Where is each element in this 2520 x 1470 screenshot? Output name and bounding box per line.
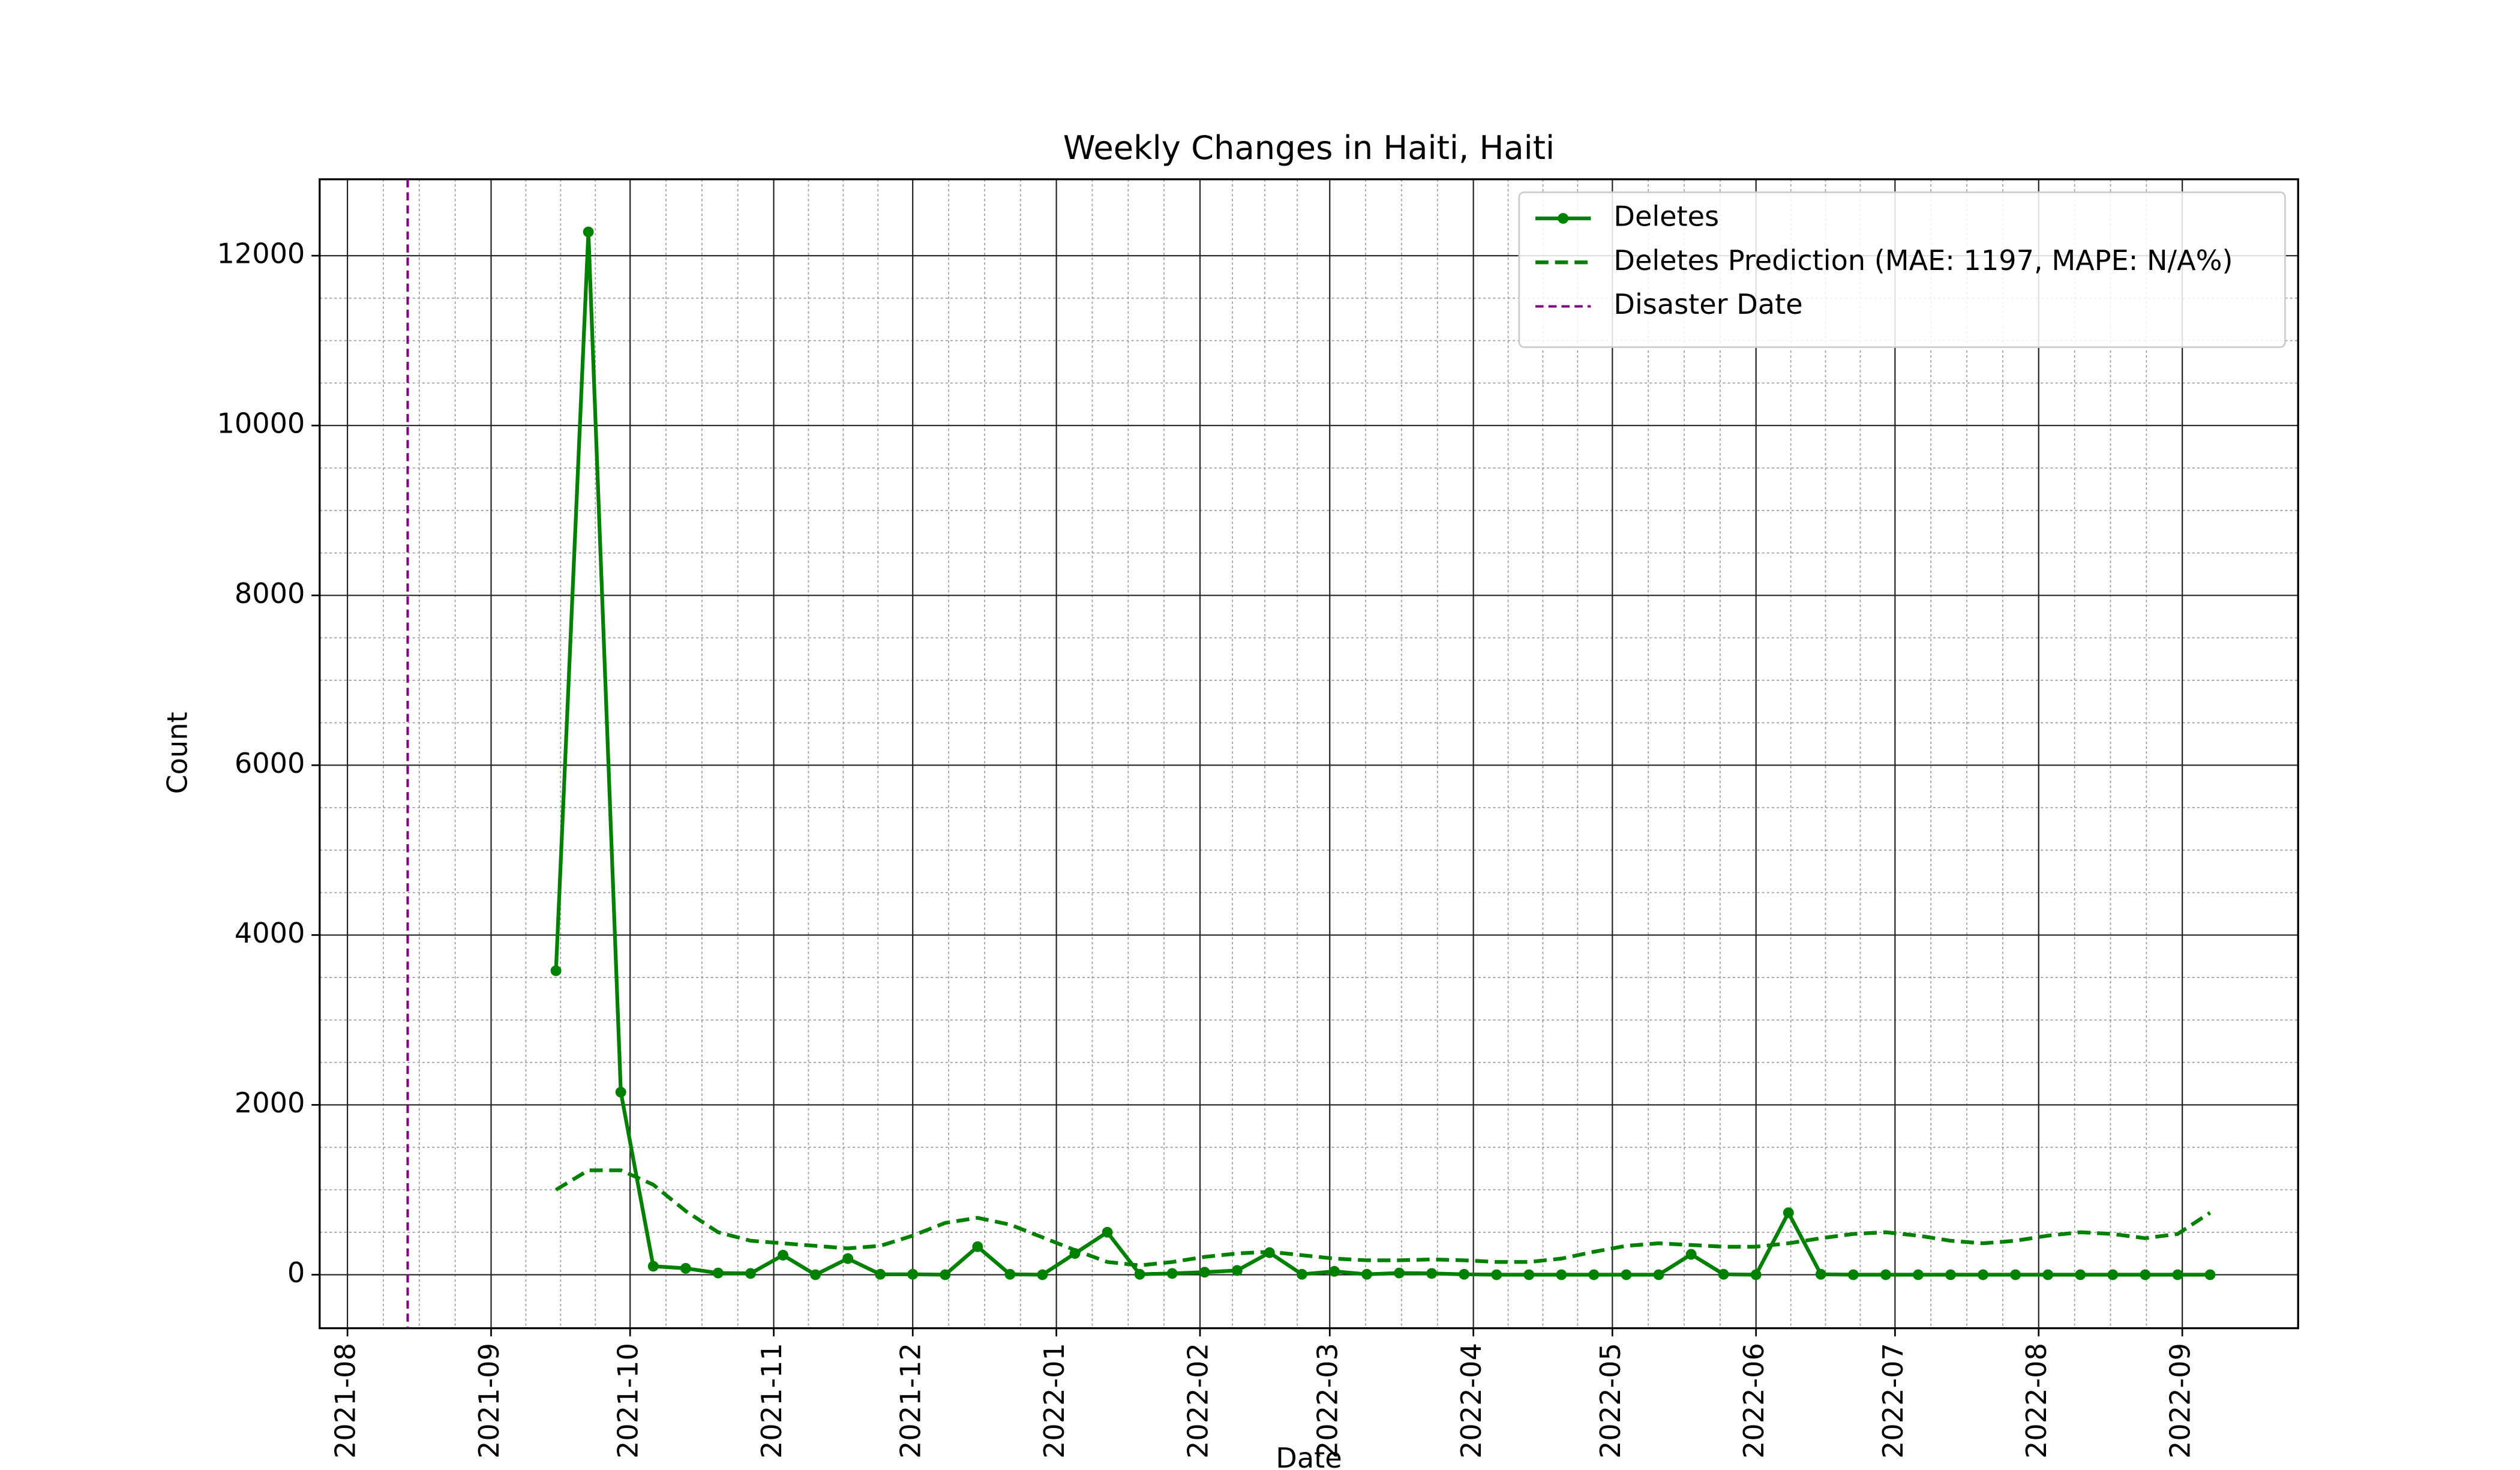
marker (1199, 1267, 1210, 1278)
marker (1491, 1269, 1502, 1280)
marker (1621, 1269, 1632, 1280)
marker (583, 226, 594, 238)
marker (745, 1268, 756, 1279)
marker (1978, 1269, 1989, 1280)
marker (1783, 1207, 1794, 1219)
x-tick-label: 2021-12 (895, 1343, 927, 1459)
marker (1750, 1269, 1762, 1280)
marker (550, 965, 562, 976)
x-tick-label: 2022-03 (1312, 1343, 1344, 1459)
x-tick-label: 2022-07 (1877, 1343, 1909, 1459)
y-tick-label: 12000 (217, 238, 305, 270)
x-tick-label: 2021-11 (755, 1343, 788, 1459)
marker (907, 1268, 919, 1280)
y-axis-label: Count (161, 712, 194, 794)
x-tick-label: 2022-05 (1594, 1343, 1627, 1459)
legend-label: Deletes (1613, 200, 1719, 232)
legend-label: Disaster Date (1613, 288, 1802, 320)
marker (1847, 1269, 1859, 1280)
marker (2204, 1269, 2216, 1280)
marker (1685, 1249, 1697, 1260)
marker (647, 1261, 659, 1272)
y-tick-label: 6000 (235, 747, 305, 779)
marker (2042, 1269, 2054, 1280)
series-line (554, 230, 2210, 1277)
marker (1523, 1269, 1535, 1280)
x-tick-label: 2021-08 (329, 1343, 362, 1459)
x-tick-label: 2022-06 (1738, 1343, 1770, 1459)
marker (1653, 1269, 1664, 1280)
marker (842, 1253, 854, 1264)
marker (2172, 1269, 2183, 1280)
x-axis-label: Date (1276, 1442, 1342, 1470)
marker (1231, 1265, 1243, 1276)
marker (1718, 1268, 1729, 1280)
marker (712, 1267, 724, 1279)
marker (615, 1087, 626, 1098)
y-tick-label: 10000 (217, 407, 305, 440)
marker (1134, 1268, 1145, 1280)
x-tick-label: 2021-10 (612, 1343, 644, 1459)
marker (1945, 1269, 1956, 1280)
marker (1361, 1268, 1372, 1280)
marker (875, 1268, 886, 1280)
marker (1166, 1268, 1178, 1279)
marker (1426, 1268, 1438, 1279)
legend-box (1518, 191, 2286, 348)
marker (1296, 1268, 1307, 1280)
marker (778, 1250, 788, 1261)
marker (2107, 1269, 2119, 1280)
marker (810, 1269, 821, 1280)
marker (2140, 1269, 2151, 1280)
marker (1556, 1269, 1567, 1280)
marker (1880, 1269, 1891, 1280)
x-tick-label: 2022-01 (1038, 1343, 1070, 1459)
chart-title: Weekly Changes in Haiti, Haiti (1063, 129, 1555, 167)
x-tick-label: 2022-08 (2020, 1343, 2053, 1459)
legend: Deletes Deletes Prediction (MAE: 1197, MA… (1518, 191, 2286, 348)
x-tick-label: 2022-04 (1455, 1343, 1487, 1459)
marker (2075, 1269, 2086, 1280)
marker (972, 1241, 983, 1252)
marker (1913, 1269, 1924, 1280)
marker (1004, 1268, 1016, 1280)
y-tick-label: 8000 (235, 577, 305, 610)
x-tick-label: 2022-02 (1182, 1343, 1214, 1459)
y-tick-label: 0 (287, 1256, 305, 1289)
marker (1328, 1265, 1340, 1277)
marker (1815, 1268, 1826, 1280)
prediction-line (554, 1168, 2212, 1268)
y-tick-label: 2000 (235, 1087, 305, 1119)
x-tick-label: 2022-09 (2164, 1343, 2197, 1459)
legend-marker (1558, 213, 1569, 224)
marker (2010, 1269, 2021, 1280)
marker (1037, 1269, 1048, 1280)
marker (940, 1269, 951, 1280)
plot-frame (319, 178, 2299, 1330)
marker (1102, 1226, 1113, 1238)
marker (1394, 1267, 1405, 1279)
marker (1588, 1269, 1600, 1280)
marker (1459, 1268, 1470, 1280)
y-tick-label: 4000 (235, 917, 305, 949)
x-tick-label: 2021-09 (473, 1343, 505, 1459)
marker (680, 1262, 691, 1274)
legend-label: Deletes Prediction (MAE: 1197, MAPE: N/A… (1613, 244, 2233, 277)
